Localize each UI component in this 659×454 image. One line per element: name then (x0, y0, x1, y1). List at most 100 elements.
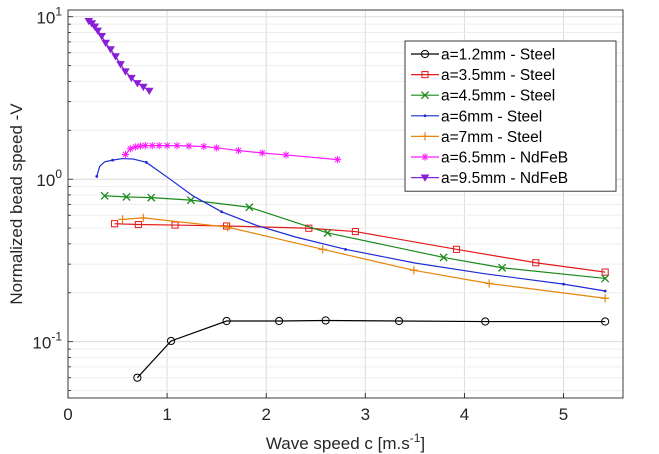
grid (67, 10, 623, 398)
data-point (234, 146, 243, 155)
data-point (97, 32, 106, 41)
data-point (601, 268, 609, 276)
legend-entry: a=9.5mm - NdFeB (411, 170, 568, 187)
legend-entry: a=1.2mm - Steel (411, 47, 555, 64)
data-point (144, 87, 154, 96)
series-7 (84, 17, 154, 96)
y-tick-base: 10 (32, 334, 51, 353)
legend-marker (421, 153, 429, 161)
data-point (93, 27, 103, 35)
data-point (223, 223, 232, 232)
data-point (351, 228, 359, 236)
data-point (166, 336, 176, 346)
x-tick-label: 0 (63, 405, 72, 424)
legend-marker (421, 71, 429, 79)
x-axis-label-superscript: -1 (410, 431, 421, 445)
y-tick-exponent: 0 (55, 167, 62, 181)
data-point (452, 245, 461, 253)
series-3 (100, 191, 610, 283)
data-point (139, 213, 148, 222)
data-point (100, 191, 109, 200)
legend-marker (420, 91, 430, 100)
data-point (321, 316, 330, 325)
x-tick-label: 1 (162, 405, 171, 424)
data-point (185, 142, 193, 150)
legend-marker (420, 132, 430, 141)
data-point (394, 316, 404, 326)
data-point (282, 151, 290, 159)
data-point (155, 141, 163, 150)
data-point (136, 142, 144, 150)
data-point (131, 143, 139, 151)
data-point (562, 282, 565, 286)
legend-box (404, 40, 617, 192)
x-tick-label: 2 (261, 405, 270, 424)
data-point (163, 141, 171, 150)
x-axis-label-end: ] (420, 434, 425, 453)
data-point (603, 289, 607, 293)
series-layer (84, 17, 610, 382)
series-4 (95, 157, 607, 293)
plot-frame (67, 9, 624, 399)
data-point (323, 228, 332, 237)
data-point (144, 160, 148, 164)
y-tick-label: 100 (36, 167, 62, 190)
data-point (274, 316, 284, 326)
data-point (333, 156, 342, 164)
y-tick-exponent: 1 (55, 5, 62, 19)
legend-marker (420, 174, 430, 182)
data-point (141, 141, 149, 150)
data-point (498, 263, 507, 272)
data-point (481, 317, 490, 326)
data-point (111, 53, 120, 61)
legend-entry: a=6.5mm - NdFeB (411, 150, 568, 167)
legend-label: a=7mm - Steel (441, 129, 542, 146)
data-point (122, 192, 131, 201)
data-point (126, 145, 135, 153)
x-tick-label: 3 (361, 405, 370, 424)
legend-entry: a=4.5mm - Steel (411, 88, 555, 105)
data-point (118, 215, 127, 224)
y-tick-base: 10 (36, 171, 55, 190)
data-point (116, 61, 125, 69)
data-point (133, 80, 142, 88)
data-point (439, 253, 448, 262)
legend-entry: a=6mm - Steel (411, 108, 542, 125)
legend-label: a=6mm - Steel (441, 108, 542, 125)
data-point (171, 221, 179, 229)
legend: a=1.2mm - Steel a=3.5mm - Steel a=4.5mm - … (404, 40, 617, 192)
data-point (111, 158, 114, 162)
data-point (134, 220, 142, 229)
x-tick-label: 4 (460, 405, 469, 424)
data-point (121, 150, 130, 159)
data-point (601, 294, 610, 303)
data-point (601, 317, 610, 326)
y-axis-label: Normalized bead speed -V (7, 103, 26, 305)
data-point (133, 373, 142, 382)
data-point (101, 39, 110, 48)
legend-entry: a=3.5mm - Steel (411, 67, 555, 84)
data-point (344, 247, 347, 251)
data-point (409, 266, 418, 275)
data-point (318, 245, 327, 254)
data-point (186, 196, 195, 205)
series-5 (118, 213, 610, 303)
legend-label: a=9.5mm - NdFeB (441, 170, 568, 187)
series-line (96, 157, 606, 292)
legend-marker (420, 49, 430, 59)
data-point (220, 210, 224, 214)
y-tick-label: 101 (36, 5, 62, 28)
legend-label: a=6.5mm - NdFeB (441, 150, 568, 167)
series-6 (121, 141, 342, 164)
data-point (111, 220, 119, 228)
data-point (601, 274, 610, 283)
data-point (245, 203, 254, 212)
legend-label: a=1.2mm - Steel (441, 47, 555, 64)
data-point (200, 142, 208, 151)
data-point (90, 23, 100, 31)
legend-label: a=3.5mm - Steel (441, 67, 555, 84)
data-point (223, 222, 231, 230)
series-1 (133, 316, 610, 382)
